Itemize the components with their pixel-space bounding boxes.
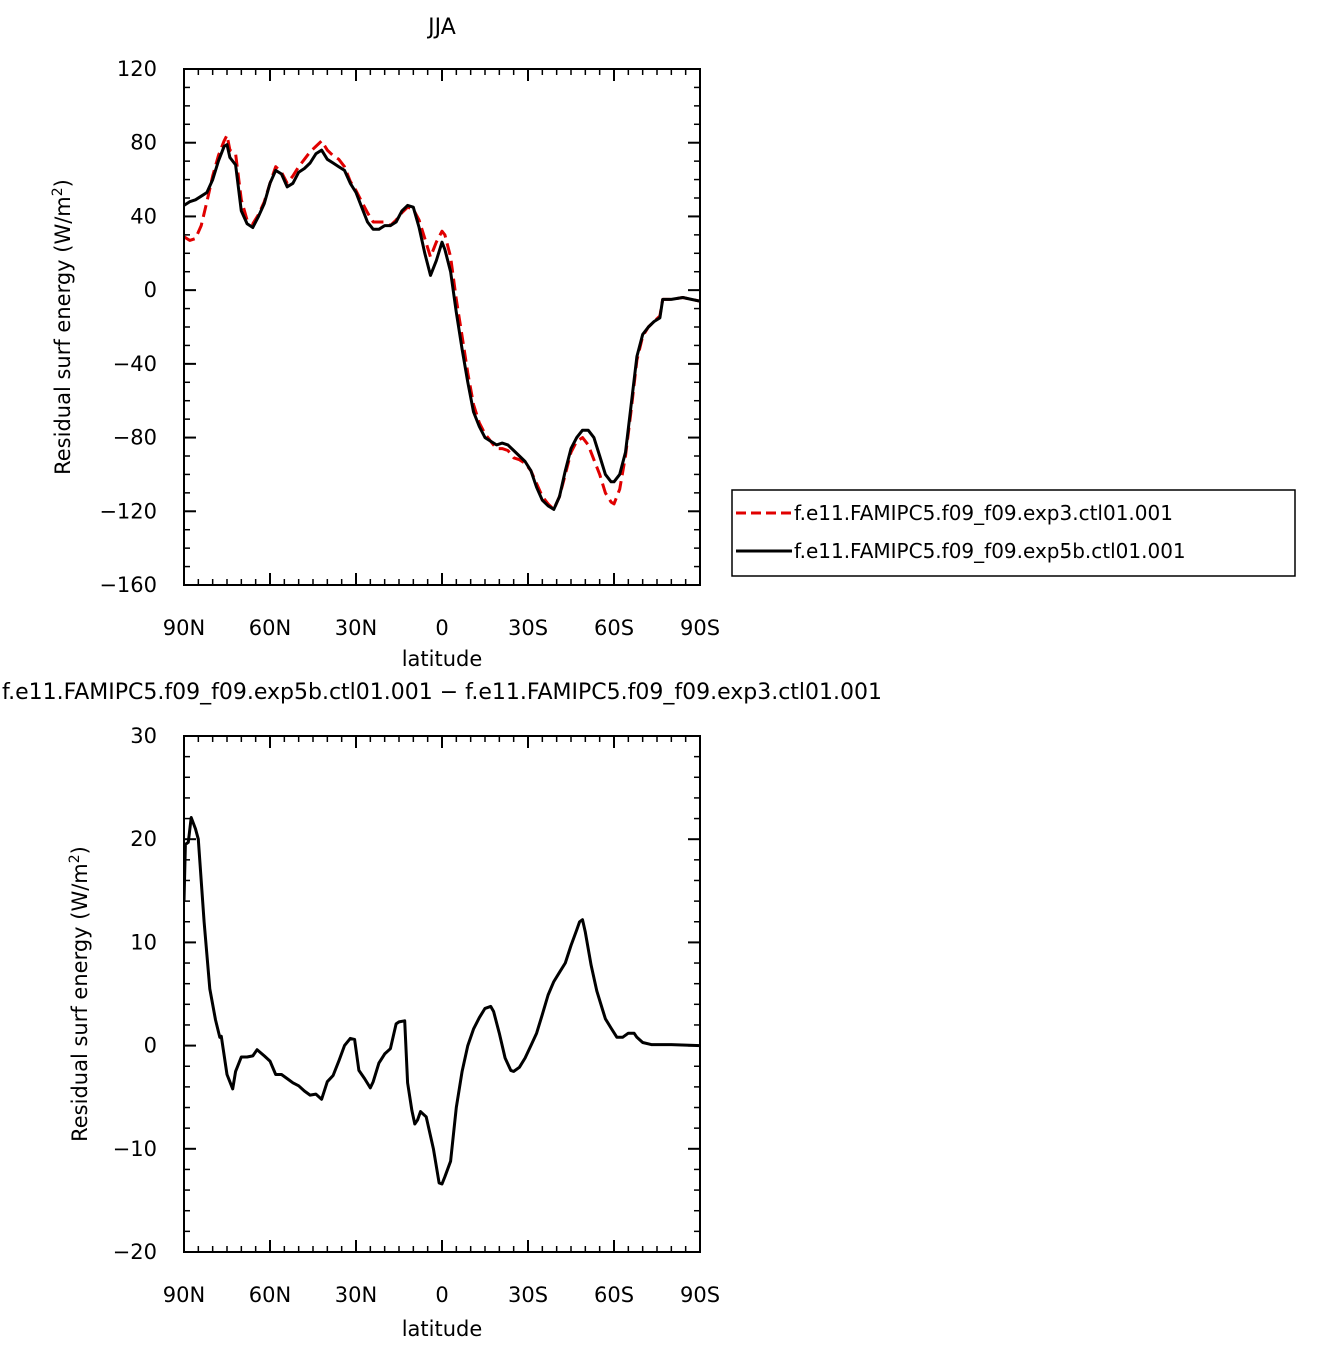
top-y-tick-label: 120 (117, 57, 157, 81)
legend-label-exp5b: f.e11.FAMIPC5.f09_f09.exp5b.ctl01.001 (794, 539, 1186, 563)
top-x-tick-label: 60N (249, 616, 291, 640)
top-y-tick-label: −160 (99, 573, 157, 597)
top-chart-title: JJA (426, 15, 456, 40)
bottom-plot-area: 90N 60N 30N 0 30S 60S 90S 30 20 10 0 −10 −20 (113, 724, 720, 1307)
bottom-chart-xlabel: latitude (402, 1317, 483, 1341)
bottom-y-tick-label: 0 (144, 1034, 157, 1058)
top-y-tick-label: 40 (130, 204, 157, 228)
legend: f.e11.FAMIPC5.f09_f09.exp3.ctl01.001 f.e… (731, 489, 1296, 577)
bottom-y-tick-label: 10 (130, 930, 157, 954)
top-x-tick-label: 90N (163, 616, 205, 640)
bottom-ylabel-sup: 2 (67, 854, 83, 863)
bottom-y-tick-label: −20 (113, 1240, 157, 1264)
bottom-x-tick-label: 90S (680, 1283, 720, 1307)
legend-box (731, 489, 1296, 577)
bottom-chart-ylabel: Residual surf energy (W/m2) (67, 846, 92, 1142)
bottom-y-tick-label: 20 (130, 827, 157, 851)
top-y-tick-label: −40 (113, 352, 157, 376)
bottom-y-tick-label: −10 (113, 1137, 157, 1161)
top-y-tick-label: −80 (113, 426, 157, 450)
bottom-x-tick-label: 60N (249, 1283, 291, 1307)
top-series-line-1 (184, 143, 700, 511)
top-x-tick-label: 30N (335, 616, 377, 640)
top-series-line-0 (184, 133, 700, 511)
bottom-x-tick-label: 30N (335, 1283, 377, 1307)
top-x-tick-label: 30S (508, 616, 548, 640)
bottom-ylabel-close: ) (68, 846, 92, 854)
top-ylabel-close: ) (51, 179, 75, 187)
top-y-tick-label: 80 (130, 131, 157, 155)
bottom-series-line-0 (184, 816, 700, 1186)
top-chart: JJA 90N 60N 30N 0 30S 60S 90S 120 80 40 0 −40 −80 −12… (50, 15, 720, 671)
top-y-tick-label: −120 (99, 499, 157, 523)
bottom-chart: f.e11.FAMIPC5.f09_f09.exp5b.ctl01.001 − … (2, 680, 882, 1341)
legend-label-exp3: f.e11.FAMIPC5.f09_f09.exp3.ctl01.001 (794, 501, 1173, 525)
top-chart-ylabel: Residual surf energy (W/m2) (50, 179, 75, 475)
top-ylabel-sup: 2 (50, 187, 66, 196)
bottom-y-tick-label: 30 (130, 724, 157, 748)
top-x-tick-label: 90S (680, 616, 720, 640)
bottom-plot-frame (183, 735, 701, 1253)
bottom-x-tick-label: 0 (435, 1283, 448, 1307)
top-plot-frame (183, 68, 701, 586)
top-plot-area: 90N 60N 30N 0 30S 60S 90S 120 80 40 0 −40 −80 −120 −16… (99, 57, 720, 640)
bottom-x-tick-label: 60S (594, 1283, 634, 1307)
top-y-tick-label: 0 (144, 278, 157, 302)
top-chart-xlabel: latitude (402, 647, 483, 671)
top-x-tick-label: 60S (594, 616, 634, 640)
bottom-ylabel-main: Residual surf energy (W/m (68, 863, 92, 1142)
top-ylabel-main: Residual surf energy (W/m (51, 196, 75, 475)
bottom-chart-title: f.e11.FAMIPC5.f09_f09.exp5b.ctl01.001 − … (2, 680, 882, 705)
bottom-x-tick-label: 30S (508, 1283, 548, 1307)
bottom-x-tick-label: 90N (163, 1283, 205, 1307)
top-x-tick-label: 0 (435, 616, 448, 640)
